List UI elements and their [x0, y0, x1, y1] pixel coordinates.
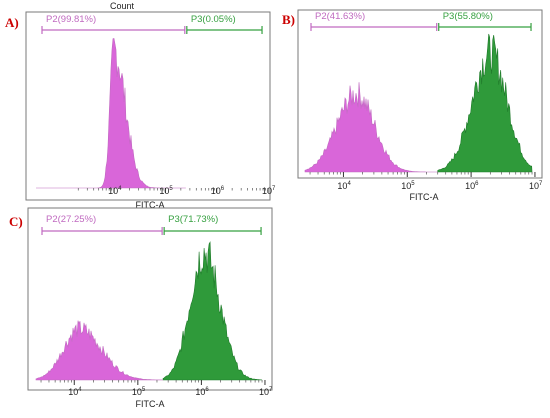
tick-label-b-1: 105 — [401, 181, 415, 191]
histogram-c-p3 — [162, 241, 263, 381]
panel-a: Count P2(99.81%) P3(0.05%) 104 105 106 107 F… — [25, 1, 276, 210]
tick-label-a-2: 106 — [211, 186, 225, 196]
tick-label-b-0: 104 — [337, 181, 351, 191]
histogram-b-p3 — [437, 33, 533, 173]
panel-label-b: B) — [282, 12, 295, 27]
panel-b: P2(41.63%) P3(55.80%) 104 105 106 107 FITC-A — [297, 9, 543, 202]
gate-label-b-p2: P2(41.63%) — [315, 11, 365, 22]
gate-a-p3: P3(0.05%) — [186, 14, 263, 34]
gate-label-a-p3: P3(0.05%) — [191, 14, 236, 25]
tick-label-c-2: 106 — [195, 387, 209, 397]
tick-label-a-3: 107 — [262, 186, 276, 196]
panel-a-top-text: Count — [110, 1, 135, 11]
histogram-a-p2 — [36, 38, 186, 189]
tick-label-b-2: 106 — [465, 181, 479, 191]
tick-label-b-3: 107 — [529, 181, 543, 191]
gate-a-p2: P2(99.81%) — [41, 14, 186, 34]
panel-c: P2(27.25%) P3(71.73%) 104 105 106 107 FITC-A — [27, 207, 273, 409]
gate-b-p3: P3(55.80%) — [438, 11, 532, 31]
panel-label-a: A) — [5, 15, 19, 30]
gate-c-p3: P3(71.73%) — [163, 214, 262, 235]
tick-label-a-1: 105 — [159, 186, 173, 196]
panel-b-xlabel: FITC-A — [410, 192, 439, 202]
tick-label-c-0: 104 — [68, 387, 82, 397]
gate-b-p2: P2(41.63%) — [310, 11, 438, 31]
gate-label-a-p2: P2(99.81%) — [46, 14, 96, 25]
histogram-c-p2 — [35, 320, 164, 381]
panel-label-c: C) — [9, 214, 23, 229]
gate-c-p2: P2(27.25%) — [41, 214, 163, 235]
panel-c-xlabel: FITC-A — [136, 399, 165, 409]
gate-label-b-p3: P3(55.80%) — [443, 11, 493, 22]
gate-label-c-p2: P2(27.25%) — [46, 214, 96, 225]
tick-label-c-1: 105 — [132, 387, 146, 397]
histogram-b-p2 — [304, 82, 438, 173]
tick-label-a-0: 104 — [108, 186, 122, 196]
panel-a-xlabel: FITC-A — [136, 200, 165, 210]
gate-label-c-p3: P3(71.73%) — [168, 214, 218, 225]
tick-label-c-3: 107 — [259, 387, 273, 397]
